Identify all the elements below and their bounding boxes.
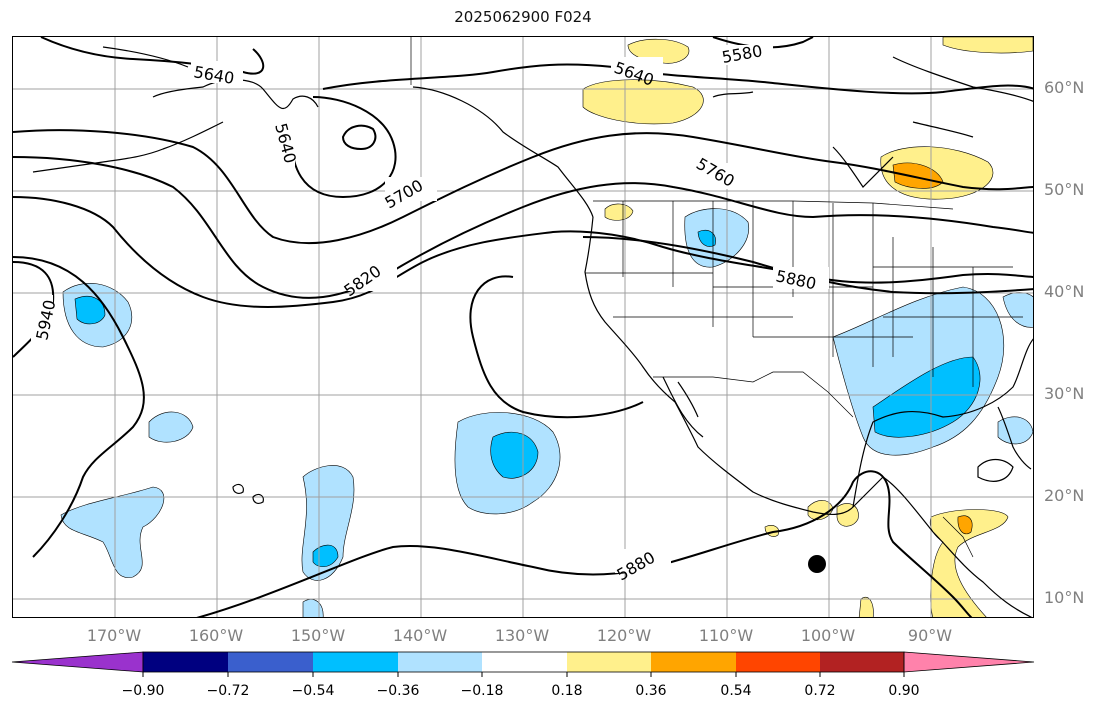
lon-label-170w: 170°W (86, 626, 142, 645)
contour-5880-loop (469, 275, 644, 419)
lon-label-120w: 120°W (596, 626, 652, 645)
colorbar-tick-9: 0.72 (804, 683, 836, 699)
map-panel[interactable]: 5640 5640 5640 5580 5700 5760 5820 5880 … (12, 36, 1034, 618)
coastline-canada-north (892, 56, 1033, 102)
colorbar-segment (398, 652, 482, 672)
shading-blue-small-pacific-1 (148, 411, 194, 443)
filled-circle-marker (808, 555, 826, 573)
shading-yellow-alaska-yukon (582, 79, 704, 125)
colorbar-frame (142, 651, 905, 673)
lat-label-30n: 30°N (1044, 384, 1085, 403)
shading-deep-blue-subtropical-pacific (490, 432, 539, 479)
colorbar-segment (651, 652, 736, 672)
coastline-hudson (832, 121, 974, 188)
shading-blue-florida (997, 416, 1033, 445)
lat-label-50n: 50°N (1044, 180, 1085, 199)
colorbar-segment (482, 652, 567, 672)
coastline-west-us (584, 216, 884, 515)
coastline-alaska (102, 46, 319, 110)
colorbar-tick-4: −0.36 (376, 683, 420, 699)
coastline-gulf-of-mexico (852, 338, 1033, 508)
shading-deep-blue-great-basin (697, 229, 716, 247)
contour-5640-low (341, 124, 377, 151)
colorbar-segment (313, 652, 398, 672)
colorbar-tick-2: −0.72 (206, 683, 250, 699)
border-canada-usa-west (593, 200, 954, 210)
lon-label-140w: 140°W (392, 626, 448, 645)
shading-yellow-top-right (942, 37, 1033, 54)
colorbar-tick-8: 0.54 (720, 683, 752, 699)
colorbar-segment (736, 652, 820, 672)
shading-deep-blue-gulf (872, 356, 981, 438)
shading-blue-hawaii-sw (60, 486, 165, 578)
colorbar-segment (820, 652, 904, 672)
lon-label-160w: 160°W (188, 626, 244, 645)
map-title: 2025062900 F024 (454, 8, 592, 26)
colorbar-tick-1: −0.90 (121, 683, 165, 699)
coastline-gulf-of-alaska (412, 86, 594, 218)
lon-label-100w: 100°W (800, 626, 856, 645)
lat-label-40n: 40°N (1044, 282, 1085, 301)
island-hawaii (232, 483, 264, 504)
colorbar-extend-high (903, 651, 1035, 673)
shading-yellow-pnw (604, 203, 634, 221)
lat-label-10n: 10°N (1044, 588, 1085, 607)
contour-5760 (13, 156, 1033, 299)
contour-5640-center (322, 63, 1033, 95)
coastline-baja (662, 376, 704, 438)
colorbar-tick-7: 0.36 (635, 683, 667, 699)
coastlines (32, 46, 1033, 617)
colorbar-tick-3: −0.54 (291, 683, 335, 699)
shading-yellow-mexico-coast (836, 503, 859, 527)
lat-label-20n: 20°N (1044, 486, 1085, 505)
border-mexico-usa (653, 371, 854, 418)
colorbar-svg (11, 651, 1035, 677)
contour-5820 (13, 196, 1033, 308)
shading-blue-great-basin (684, 208, 750, 268)
colorbar-segment (228, 652, 313, 672)
map-canvas[interactable]: 5640 5640 5640 5580 5700 5760 5820 5880 … (13, 37, 1034, 618)
state-lines-east (873, 237, 1023, 387)
lon-label-90w: 90°W (907, 626, 953, 645)
lon-label-130w: 130°W (494, 626, 550, 645)
colorbar-tick-6: 0.18 (551, 683, 583, 699)
colorbar-segment (143, 652, 228, 672)
coastline-aleutians (32, 121, 224, 173)
coastline-florida (997, 406, 1032, 470)
shading-orange-central-america (957, 515, 973, 535)
shading-yellow-bottom-pacific (858, 597, 874, 617)
colorbar-segment (567, 652, 651, 672)
colorbar-extend-low (11, 651, 144, 673)
coastline-yucatan (977, 458, 1014, 482)
shading-deep-blue-central-pacific-west (74, 295, 106, 325)
lat-label-60n: 60°N (1044, 78, 1085, 97)
shading-blue-great-lakes (1002, 292, 1033, 328)
negative-anomaly-shading (60, 208, 1033, 617)
colorbar-tick-10: 0.90 (888, 683, 920, 699)
border-central-america (942, 516, 974, 558)
contour-5880 (13, 256, 973, 617)
island-arctic (712, 91, 754, 98)
lon-label-110w: 110°W (698, 626, 754, 645)
colorbar-tick-5: −0.18 (460, 683, 504, 699)
shading-blue-bottom-pacific (302, 599, 324, 617)
contour-5700 (13, 129, 1033, 245)
contour-5640-loop (291, 96, 397, 199)
lon-label-150w: 150°W (290, 626, 346, 645)
contour-5640-north (40, 37, 265, 75)
colorbar: −0.90 −0.72 −0.54 −0.36 −0.18 0.18 0.36 … (0, 648, 1105, 712)
coastline-central-america (882, 476, 1033, 617)
